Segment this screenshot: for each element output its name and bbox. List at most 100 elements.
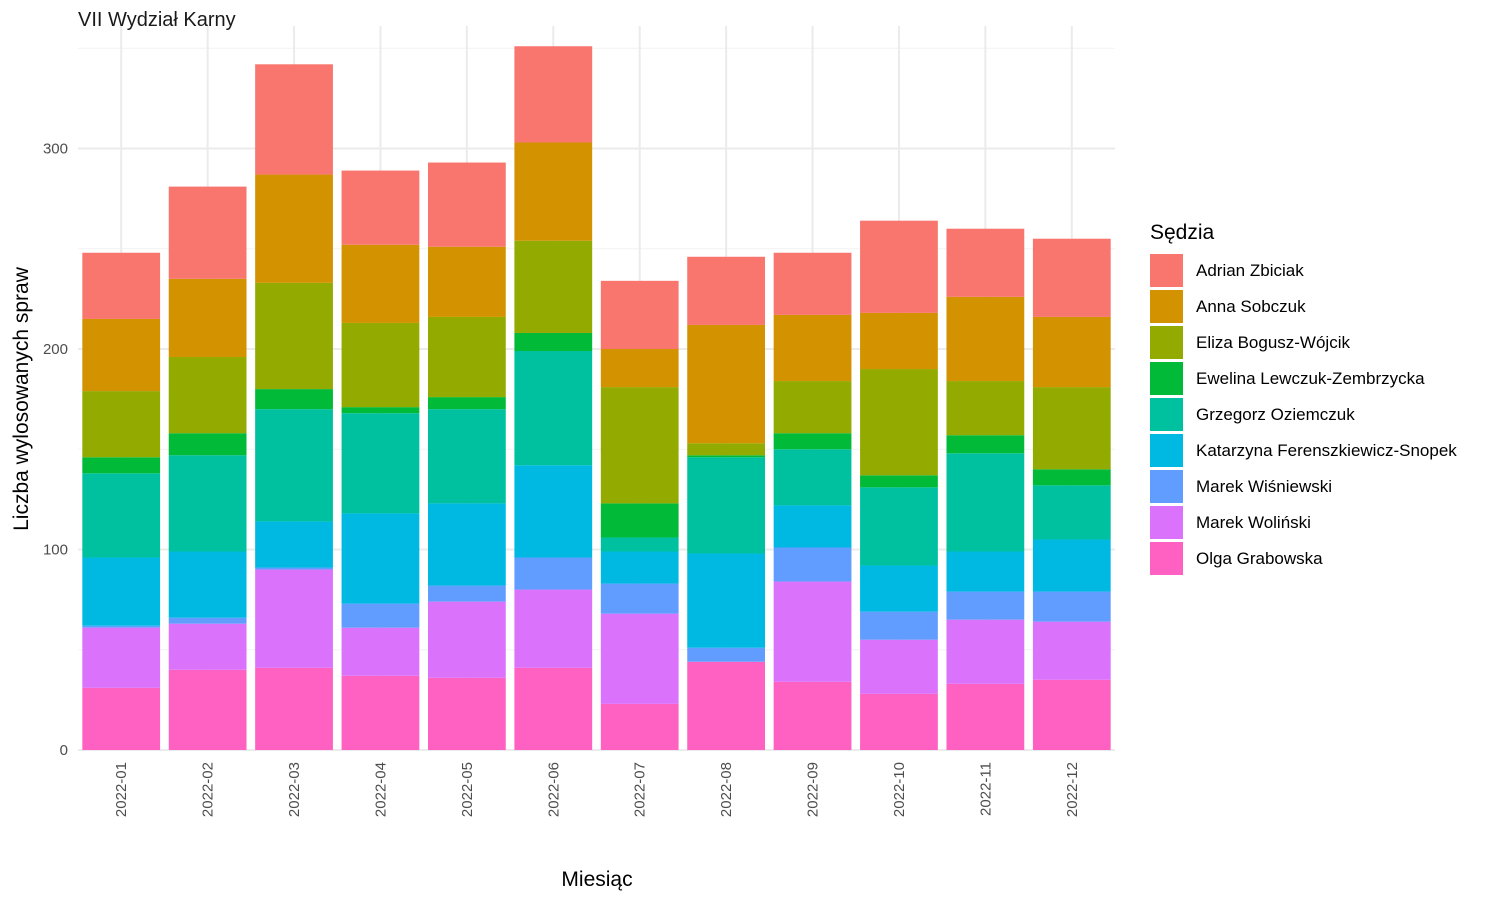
bar-segment: [427, 162, 506, 247]
bar-segment: [687, 661, 766, 750]
legend-item: Adrian Zbiciak: [1150, 254, 1304, 287]
bar-segment: [600, 503, 679, 538]
x-tick-label: 2022-08: [718, 762, 735, 817]
bar-segment: [946, 683, 1025, 750]
bar-segment: [1032, 539, 1111, 592]
bar-segment: [946, 619, 1025, 684]
bar-segment: [946, 381, 1025, 436]
bars: [82, 46, 1111, 750]
bar-segment: [773, 581, 852, 682]
legend-label: Olga Grabowska: [1196, 549, 1323, 568]
bar-segment: [427, 503, 506, 586]
legend-label: Adrian Zbiciak: [1196, 261, 1304, 280]
bar-segment: [427, 316, 506, 398]
y-tick-label: 0: [60, 742, 68, 759]
bar-segment: [168, 623, 247, 670]
bar-segment: [255, 667, 333, 750]
bar-segment: [687, 457, 766, 554]
bar-segment: [773, 505, 852, 548]
bar-segment: [168, 278, 247, 358]
x-tick-label: 2022-12: [1064, 762, 1081, 817]
y-axis-ticks: 0 100 200 300: [43, 141, 68, 760]
bar-segment: [82, 473, 161, 558]
bar-segment: [1032, 238, 1111, 317]
bar-segment: [341, 407, 420, 414]
bar-segment: [600, 613, 679, 704]
bar-segment: [255, 567, 333, 570]
bar-segment: [600, 280, 679, 349]
bar-segment: [946, 296, 1025, 382]
bar-segment: [1032, 387, 1111, 470]
bar-segment: [82, 318, 161, 392]
x-tick-label: 2022-11: [977, 762, 994, 816]
bar-segment: [427, 677, 506, 750]
bar-segment: [168, 455, 247, 552]
bar-segment: [773, 449, 852, 506]
bar-segment: [600, 537, 679, 552]
bar-segment: [1032, 316, 1111, 388]
bar-segment: [687, 256, 766, 325]
x-tick-label: 2022-10: [891, 762, 908, 817]
chart-title: VII Wydział Karny: [78, 9, 236, 31]
bar-segment: [860, 487, 938, 566]
bar-segment: [427, 409, 506, 504]
bar-segment: [600, 387, 679, 504]
legend-item: Grzegorz Oziemczuk: [1150, 398, 1355, 431]
y-tick-label: 100: [43, 542, 68, 559]
bar-segment: [255, 282, 333, 390]
bar-segment: [168, 551, 247, 618]
bar-segment: [255, 569, 333, 668]
bar-segment: [600, 583, 679, 614]
bar-segment: [514, 142, 593, 241]
bar-segment: [773, 252, 852, 315]
legend-label: Marek Woliński: [1196, 513, 1311, 532]
bar-segment: [341, 413, 420, 514]
x-tick-label: 2022-06: [545, 762, 562, 817]
bar-segment: [255, 409, 333, 522]
bar-segment: [600, 703, 679, 750]
bar-segment: [514, 465, 593, 558]
bar-segment: [773, 547, 852, 582]
x-tick-label: 2022-05: [459, 762, 476, 817]
x-tick-label: 2022-04: [372, 762, 389, 817]
bar-segment: [514, 46, 593, 143]
bar-segment: [860, 312, 938, 370]
legend-label: Grzegorz Oziemczuk: [1196, 405, 1355, 424]
bar-segment: [946, 591, 1025, 620]
bar-segment: [860, 693, 938, 750]
x-tick-label: 2022-03: [286, 762, 303, 817]
bar-segment: [773, 433, 852, 450]
legend-swatch: [1150, 362, 1183, 395]
bar-segment: [514, 667, 593, 750]
bar-segment: [427, 585, 506, 602]
legend-item: Marek Wiśniewski: [1150, 470, 1332, 503]
bar-segment: [514, 589, 593, 668]
bar-segment: [427, 397, 506, 410]
bar-segment: [341, 627, 420, 676]
bar-segment: [341, 322, 420, 408]
bar-segment: [341, 675, 420, 750]
legend-item: Marek Woliński: [1150, 506, 1311, 539]
bar-segment: [946, 228, 1025, 297]
bar-segment: [946, 453, 1025, 552]
bar-segment: [341, 244, 420, 323]
legend-swatch: [1150, 470, 1183, 503]
bar-segment: [1032, 469, 1111, 486]
bar-segment: [773, 381, 852, 434]
x-axis-title: Miesiąc: [561, 868, 632, 891]
legend-label: Anna Sobczuk: [1196, 297, 1306, 316]
bar-segment: [341, 170, 420, 245]
x-tick-label: 2022-01: [113, 762, 130, 817]
bar-segment: [860, 611, 938, 640]
bar-segment: [1032, 591, 1111, 622]
bar-segment: [341, 603, 420, 628]
legend-label: Marek Wiśniewski: [1196, 477, 1332, 496]
bar-segment: [255, 389, 333, 410]
y-axis-title: Liczba wylosowanych spraw: [10, 266, 33, 531]
bar-segment: [1032, 485, 1111, 540]
bar-segment: [514, 332, 593, 352]
legend-swatch: [1150, 542, 1183, 575]
legend-item: Ewelina Lewczuk-Zembrzycka: [1150, 362, 1425, 395]
y-tick-label: 300: [43, 141, 68, 158]
